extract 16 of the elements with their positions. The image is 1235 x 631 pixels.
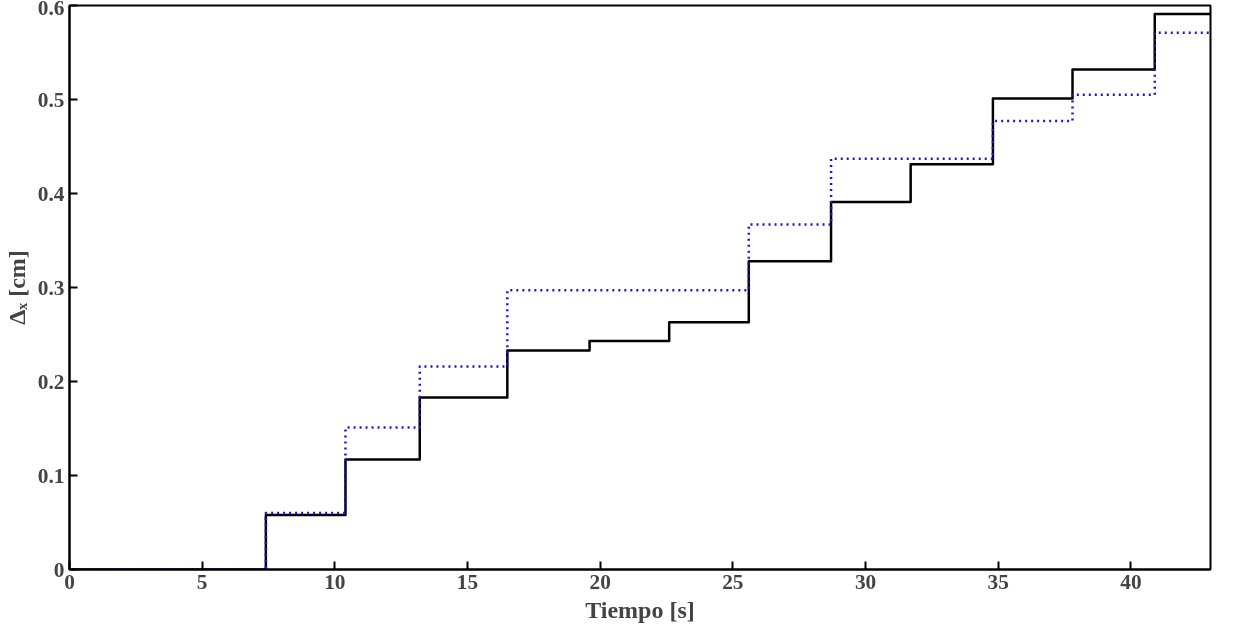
x-tick-label: 25 xyxy=(722,569,744,594)
x-tick-label: 20 xyxy=(589,569,611,594)
y-axis-title: Δₓ [cm] xyxy=(3,250,30,325)
x-tick-label: 10 xyxy=(324,569,346,594)
y-tick-label: 0.2 xyxy=(37,369,65,394)
y-tick-label: 0.3 xyxy=(37,275,65,300)
y-tick-label: 0.5 xyxy=(37,87,65,112)
x-tick-label: 15 xyxy=(456,569,479,594)
x-axis-title: Tiempo [s] xyxy=(585,596,695,623)
y-tick-label: 0.6 xyxy=(37,0,65,20)
y-tick-label: 0.4 xyxy=(37,181,65,206)
x-tick-label: 40 xyxy=(1120,569,1142,594)
x-tick-label: 30 xyxy=(854,569,877,594)
x-tick-label: 35 xyxy=(987,569,1009,594)
y-tick-label: 0.1 xyxy=(37,463,65,488)
x-tick-label: 5 xyxy=(196,569,208,594)
